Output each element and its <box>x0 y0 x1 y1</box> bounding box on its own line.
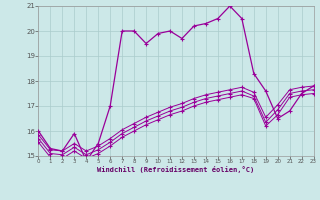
X-axis label: Windchill (Refroidissement éolien,°C): Windchill (Refroidissement éolien,°C) <box>97 166 255 173</box>
